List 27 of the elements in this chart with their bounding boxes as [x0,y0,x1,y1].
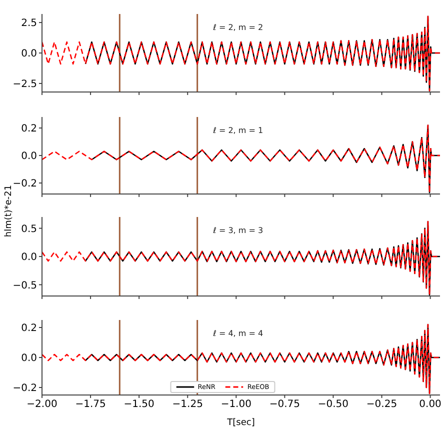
x-tick-label: −1.50 [124,399,154,410]
y-tick-label: 0.0 [21,151,37,162]
y-tick-label: 0.5 [21,224,37,235]
x-tick-label: −0.75 [269,399,300,410]
y-tick-label: 0.0 [21,48,37,60]
y-tick-label: 0.2 [21,124,37,135]
x-tick-label: −1.25 [172,399,203,410]
x-tick-label: −1.75 [75,399,106,410]
y-tick-label: −0.2 [12,383,37,394]
y-tick-label: 0.0 [21,252,37,264]
y-tick-label: −2.5 [12,79,37,90]
y-tick-label: −0.2 [12,178,37,190]
y-tick-label: −0.5 [12,280,37,292]
x-tick-label: −1.00 [220,399,252,410]
x-tick-label: −2.00 [26,399,58,410]
annotation: ℓ = 2, m = 2 [213,23,264,32]
y-tick-label: 2.5 [21,18,37,30]
x-tick-label: 0.00 [419,399,442,410]
x-tick-label: −0.25 [366,399,398,410]
annotation: ℓ = 2, m = 1 [213,126,264,136]
annotation: ℓ = 4, m = 4 [213,329,264,338]
x-tick-label: −0.50 [318,399,349,410]
y-tick-label: 0.0 [21,353,37,364]
annotation: ℓ = 3, m = 3 [213,226,264,236]
y-tick-label: 0.2 [21,323,37,334]
x-axis-title: T[sec] [226,418,255,428]
y-axis-title: hlm(t)*e-21 [4,184,14,240]
